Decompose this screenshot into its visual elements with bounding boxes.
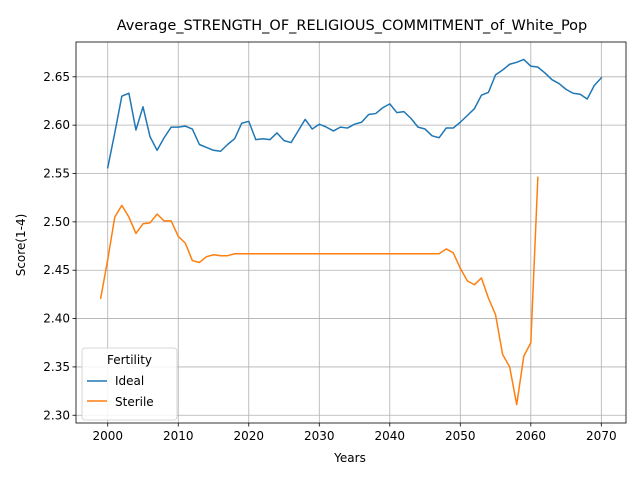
y-tick-label: 2.50 <box>43 215 70 229</box>
x-tick-label: 2070 <box>586 429 617 443</box>
x-tick-label: 2000 <box>92 429 123 443</box>
x-tick-label: 2020 <box>233 429 264 443</box>
chart-title: Average_STRENGTH_OF_RELIGIOUS_COMMITMENT… <box>117 18 588 34</box>
series-layer <box>99 58 603 406</box>
y-axis-label: Score(1-4) <box>14 214 28 277</box>
y-tick-label: 2.45 <box>43 263 70 277</box>
y-tick-label: 2.40 <box>43 312 70 326</box>
x-axis-label: Years <box>333 451 366 465</box>
legend-label-ideal: Ideal <box>115 374 144 388</box>
x-tick-label: 2040 <box>375 429 406 443</box>
legend-label-sterile: Sterile <box>115 395 154 409</box>
legend-box <box>81 347 178 421</box>
legend: Fertility Ideal Sterile <box>81 347 178 421</box>
x-tick-label: 2010 <box>163 429 194 443</box>
y-tick-label: 2.60 <box>43 118 70 132</box>
series-line-sterile <box>99 176 539 406</box>
x-tick-label: 2030 <box>304 429 335 443</box>
axis-ticks: 2000 2010 2020 2030 2040 2050 2060 2070 2.30 2.35… <box>43 70 616 443</box>
y-tick-label: 2.30 <box>43 408 70 422</box>
plot-area <box>75 41 627 424</box>
series-line-ideal <box>106 58 603 169</box>
x-tick-label: 2050 <box>445 429 476 443</box>
gridlines <box>76 42 626 423</box>
legend-title: Fertility <box>107 353 152 367</box>
y-tick-label: 2.35 <box>43 360 70 374</box>
y-tick-label: 2.55 <box>43 167 70 181</box>
x-tick-label: 2060 <box>516 429 547 443</box>
y-tick-label: 2.65 <box>43 70 70 84</box>
